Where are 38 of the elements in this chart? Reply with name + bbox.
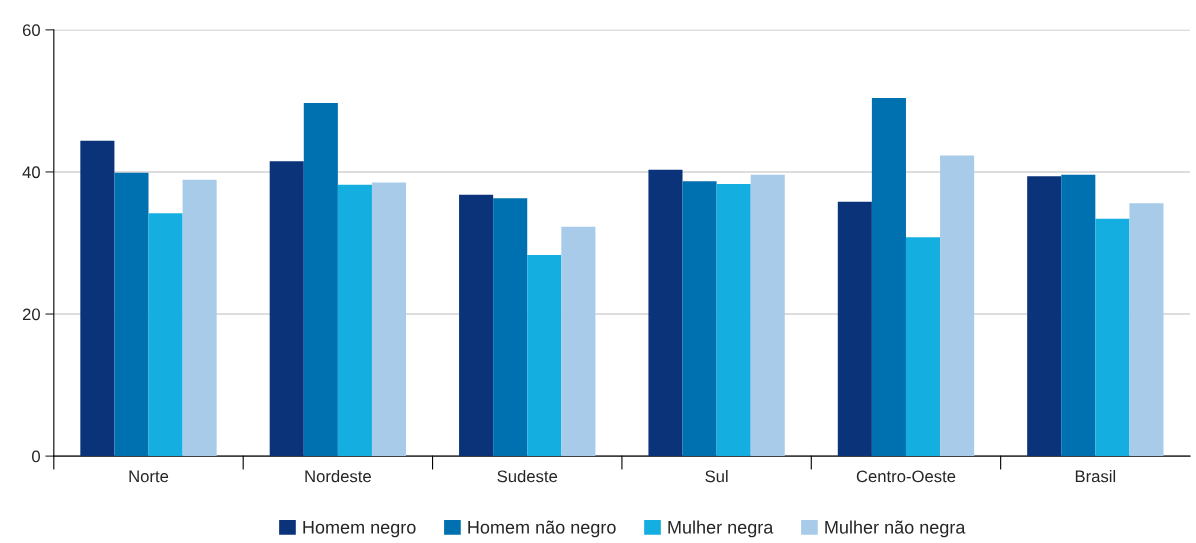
bar [1061, 174, 1096, 457]
y-tick-label: 40 [22, 166, 40, 179]
x-tick-label: Sudeste [497, 470, 558, 483]
bar [527, 255, 562, 457]
x-tick-label: Nordeste [305, 470, 371, 483]
bar [1129, 203, 1164, 457]
bar [648, 169, 683, 457]
x-tick-label: Brasil [1075, 470, 1116, 483]
bar [114, 172, 149, 457]
legend-label: Mulher negra [668, 520, 774, 538]
bar [682, 181, 717, 457]
bar [182, 179, 217, 457]
bar [561, 226, 596, 457]
bar [1027, 176, 1062, 457]
x-tick-label: Norte [129, 470, 169, 483]
bar [269, 161, 304, 457]
bar [337, 184, 372, 457]
bar [905, 237, 941, 457]
bar [303, 103, 338, 457]
bar [940, 155, 975, 457]
x-tick-label: Centro-Oeste [856, 470, 956, 483]
bar [837, 201, 872, 457]
y-tick-label: 60 [22, 24, 40, 37]
bar [871, 98, 906, 457]
bar [371, 182, 407, 457]
legend-label: Mulher não negra [825, 520, 966, 538]
bar [1095, 218, 1130, 457]
bar [493, 198, 528, 457]
bar [148, 213, 183, 457]
y-tick-label: 0 [32, 450, 40, 463]
bar [750, 174, 785, 457]
bar [80, 140, 115, 457]
bar [459, 194, 494, 457]
legend-label: Homem negro [303, 521, 416, 538]
legend-label: Homem não negro [468, 520, 616, 538]
y-tick-label: 20 [22, 308, 40, 321]
x-tick-label: Sul [705, 470, 728, 483]
bar [716, 184, 751, 457]
